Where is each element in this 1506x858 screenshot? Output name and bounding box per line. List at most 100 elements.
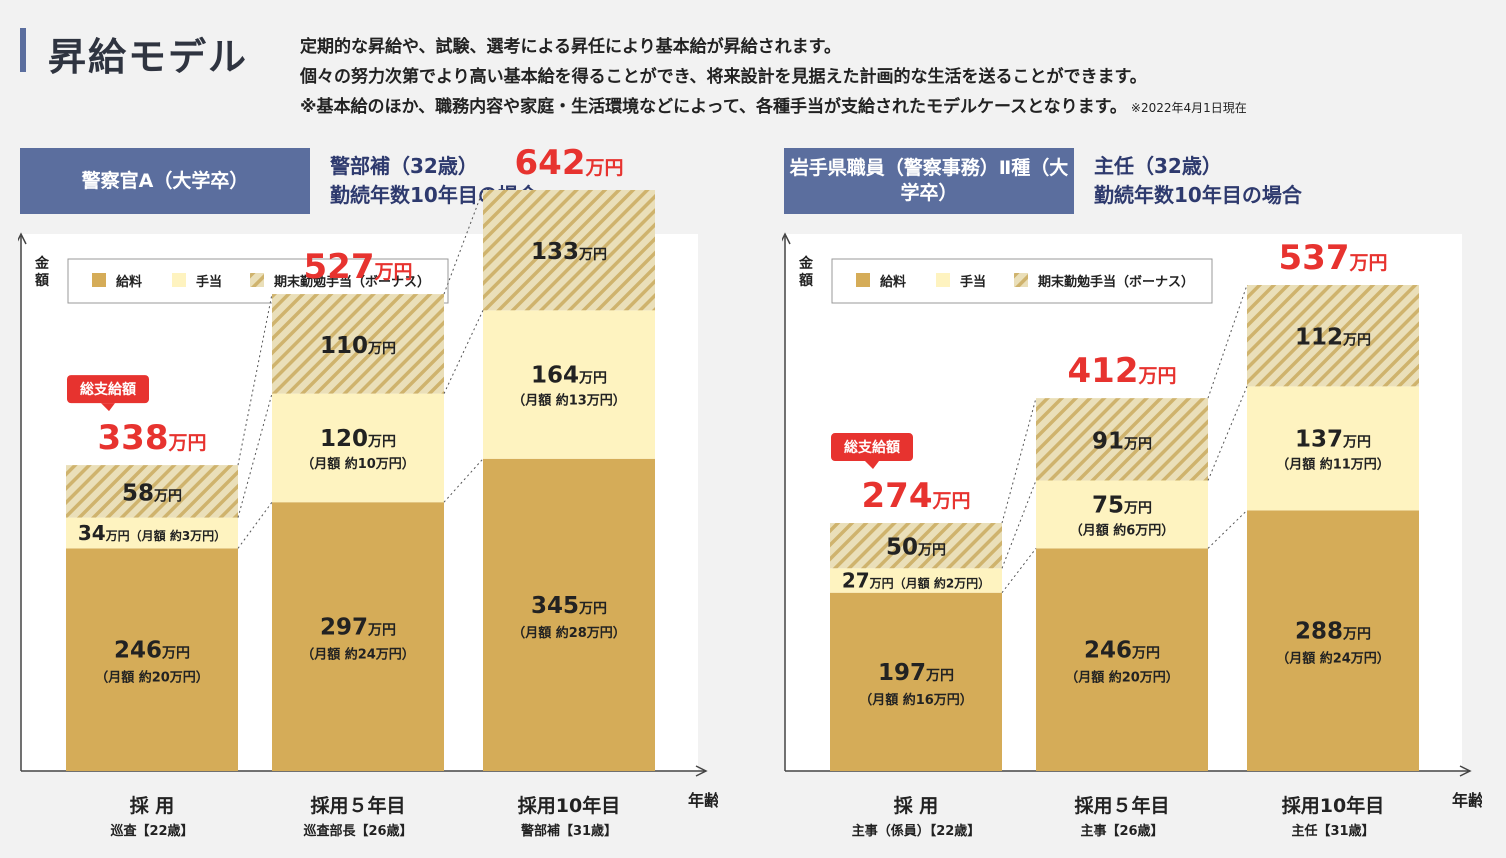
legend-swatch bbox=[172, 273, 186, 287]
total-badge bbox=[831, 433, 913, 462]
legend-swatch bbox=[856, 273, 870, 287]
y-axis-label: 額 bbox=[34, 272, 49, 289]
value-unit: 万円 bbox=[578, 601, 607, 617]
legend-swatch bbox=[250, 273, 264, 287]
value-number: 297 bbox=[320, 615, 368, 641]
category-sublabel: 警部補【31歳】 bbox=[521, 823, 617, 839]
value-number: 133 bbox=[531, 239, 579, 265]
value-unit: 万円 bbox=[584, 157, 623, 179]
allowance-value-label: 120万円 bbox=[320, 426, 396, 452]
total-value-label: 338万円 bbox=[98, 418, 207, 458]
value-unit: 万円 bbox=[931, 490, 970, 512]
x-axis-label: 年齢 bbox=[688, 791, 718, 810]
chart-panel-police-officer: 警察官A（大学卒） 警部補（32歳） 勤続年数10年目の場合 金額年齢 給料 手当期… bbox=[18, 138, 718, 848]
category-label: 採用10年目 bbox=[1282, 794, 1384, 817]
value-unit: 万円 bbox=[1123, 436, 1152, 452]
value-unit: 万円 bbox=[1342, 627, 1371, 643]
value-number: 246 bbox=[1084, 638, 1132, 664]
legend-label: 期末勤勉手当（ボーナス） bbox=[1038, 274, 1194, 290]
subtitle-line-1: 主任（32歳） bbox=[1094, 154, 1222, 178]
chart-panel-prefectural-staff: 岩手県職員（警察事務）Ⅱ種（大学卒） 主任（32歳） 勤続年数10年目の場合 金… bbox=[782, 138, 1482, 848]
connector-line bbox=[1207, 386, 1248, 481]
subtitle-line-2: 勤続年数10年目の場合 bbox=[1094, 183, 1302, 207]
salary-value-label: 197万円 bbox=[878, 660, 954, 686]
value-number: 246 bbox=[114, 638, 162, 664]
allowance-monthly-label: （月額 約10万円） bbox=[301, 456, 415, 472]
bar-salary bbox=[66, 548, 238, 771]
page-header: 昇給モデル 定期的な昇給や、試験、選考による昇任により基本給が昇給されます。 個… bbox=[0, 0, 1506, 140]
legend-box bbox=[831, 258, 1213, 304]
salary-value-label: 288万円 bbox=[1295, 619, 1371, 645]
salary-monthly-label: （月額 約28万円） bbox=[512, 625, 626, 641]
bar-bonus bbox=[1036, 398, 1208, 481]
value-number: 527 bbox=[304, 247, 375, 287]
bar-allowance bbox=[483, 310, 655, 459]
bar-salary bbox=[483, 458, 655, 771]
salary-value-label: 345万円 bbox=[531, 593, 607, 619]
allowance-value-label: 75万円 bbox=[1092, 492, 1152, 518]
value-number: 642 bbox=[515, 143, 586, 183]
total-badge bbox=[67, 375, 149, 404]
bar-allowance bbox=[1036, 480, 1208, 549]
total-value-label: 642万円 bbox=[515, 143, 624, 183]
legend-label: 手当 bbox=[196, 274, 222, 290]
connector-line bbox=[443, 310, 484, 394]
value-unit: 万円 bbox=[1342, 333, 1371, 349]
category-sublabel: 主任【31歳】 bbox=[1291, 823, 1374, 839]
y-axis-label: 額 bbox=[798, 272, 813, 289]
value-number: 412 bbox=[1068, 351, 1139, 391]
bonus-value-label: 50万円 bbox=[886, 535, 946, 561]
bar-bonus bbox=[272, 294, 444, 394]
value-unit: 万円（月額 約2万円） bbox=[869, 575, 991, 590]
category-label: 採用10年目 bbox=[518, 794, 620, 817]
y-axis-arrow bbox=[782, 232, 791, 245]
salary-monthly-label: （月額 約24万円） bbox=[301, 647, 415, 663]
legend-swatch bbox=[936, 273, 950, 287]
connector-line bbox=[443, 189, 484, 295]
salary-monthly-label: （月額 約20万円） bbox=[1065, 670, 1179, 686]
value-number: 50 bbox=[886, 535, 918, 561]
value-number: 338 bbox=[98, 418, 169, 458]
legend-swatch bbox=[1014, 273, 1028, 287]
value-number: 58 bbox=[122, 480, 154, 506]
value-number: 120 bbox=[320, 426, 368, 452]
category-label: 採用５年目 bbox=[310, 794, 405, 817]
total-value-label: 527万円 bbox=[304, 247, 413, 287]
date-note: ※2022年4月1日現在 bbox=[1130, 101, 1247, 115]
value-unit: 万円 bbox=[1131, 646, 1160, 662]
panel-label: 警察官A（大学卒） bbox=[20, 148, 310, 214]
bar-allowance bbox=[830, 568, 1002, 593]
bar-salary bbox=[272, 502, 444, 771]
intro-line-1: 定期的な昇給や、試験、選考による昇任により基本給が昇給されます。 bbox=[300, 37, 841, 57]
bar-bonus bbox=[830, 523, 1002, 569]
salary-monthly-label: （月額 約20万円） bbox=[95, 670, 209, 686]
bar-salary bbox=[1247, 510, 1419, 771]
total-badge-pointer bbox=[865, 461, 879, 470]
salary-value-label: 297万円 bbox=[320, 615, 396, 641]
x-axis-label: 年齢 bbox=[1452, 791, 1482, 810]
value-unit: 万円 bbox=[578, 371, 607, 387]
x-axis-arrow bbox=[695, 765, 708, 777]
value-number: 345 bbox=[531, 593, 579, 619]
allowance-monthly-label: （月額 約11万円） bbox=[1276, 456, 1390, 472]
connector-line bbox=[1207, 510, 1248, 549]
connector-line bbox=[1001, 548, 1037, 594]
category-sublabel: 巡査部長【26歳】 bbox=[303, 823, 412, 839]
bar-salary bbox=[830, 592, 1002, 771]
value-unit: 万円 bbox=[1342, 434, 1371, 450]
allowance-monthly-label: （月額 約13万円） bbox=[512, 393, 626, 409]
category-sublabel: 主事【26歳】 bbox=[1080, 823, 1163, 839]
bonus-value-label: 58万円 bbox=[122, 480, 182, 506]
legend-label: 給料 bbox=[880, 274, 906, 290]
value-unit: 万円 bbox=[167, 432, 206, 454]
bar-allowance bbox=[66, 517, 238, 549]
bar-bonus bbox=[1247, 285, 1419, 387]
panel-label: 岩手県職員（警察事務）Ⅱ種（大学卒） bbox=[784, 148, 1074, 214]
category-sublabel: 巡査【22歳】 bbox=[110, 823, 193, 839]
value-number: 91 bbox=[1092, 428, 1124, 454]
value-number: 34 bbox=[78, 521, 106, 545]
bar-salary bbox=[1036, 548, 1208, 771]
category-label: 採 用 bbox=[894, 795, 939, 817]
bonus-value-label: 110万円 bbox=[320, 333, 396, 359]
page-title: 昇給モデル bbox=[48, 35, 249, 79]
